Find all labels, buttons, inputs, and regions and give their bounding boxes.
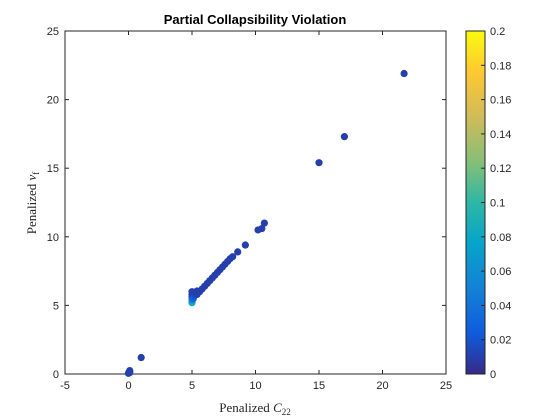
x-tick-label: 25 (440, 380, 452, 392)
colorbar-ticks: 0 0.02 0.04 0.06 0.08 0.1 0.12 0.14 0.16 0.18 0.2 (481, 26, 511, 381)
data-point (340, 133, 348, 141)
x-axis-label-sub: 22 (282, 407, 291, 417)
y-tick-label: 10 (47, 232, 59, 244)
colorbar-tick-label: 0.08 (490, 232, 511, 244)
colorbar-tick-label: 0.18 (490, 60, 511, 72)
x-axis-label: Penalized C22 (219, 400, 290, 417)
x-axis-ticks: -5 0 5 10 15 20 25 (60, 31, 452, 392)
x-tick-label: 5 (189, 380, 195, 392)
data-point (400, 69, 408, 78)
x-tick-label: 15 (313, 380, 325, 392)
chart-title: Partial Collapsibility Violation (164, 12, 347, 27)
data-point (234, 248, 242, 256)
y-tick-label: 15 (47, 163, 59, 175)
data-point (126, 369, 134, 377)
data-point (260, 219, 268, 227)
x-tick-label: -5 (60, 380, 70, 392)
colorbar-tick-label: 0 (490, 369, 496, 381)
colorbar-tick-label: 0.14 (490, 129, 511, 141)
y-tick-label: 5 (53, 300, 59, 312)
colorbar-tick-label: 0.1 (490, 198, 505, 210)
x-tick-label: 0 (125, 380, 131, 392)
y-axis-label: Penalized vf (24, 172, 41, 235)
data-point (315, 159, 323, 167)
data-point (241, 241, 249, 249)
x-axis-label-var: C (273, 400, 282, 415)
plot-area (64, 30, 447, 375)
x-tick-label: 10 (249, 380, 261, 392)
colorbar-tick-label: 0.02 (490, 335, 511, 347)
y-axis-label-text: Penalized (24, 180, 39, 234)
y-axis-label-var: v (24, 174, 39, 180)
data-points (124, 69, 408, 377)
x-tick-label: 20 (376, 380, 388, 392)
colorbar-tick-label: 0.16 (490, 95, 511, 107)
data-point (229, 253, 237, 261)
y-axis-label-sub: f (31, 172, 41, 175)
x-axis-label-text: Penalized (219, 400, 273, 415)
data-point (258, 224, 266, 233)
y-axis-ticks: 0 5 10 15 20 25 (47, 26, 446, 381)
data-point (137, 353, 145, 362)
y-tick-label: 0 (53, 369, 59, 381)
y-tick-label: 25 (47, 26, 59, 38)
colorbar-tick-label: 0.06 (490, 266, 511, 278)
colorbar-tick-label: 0.04 (490, 300, 511, 312)
colorbar-tick-label: 0.12 (490, 163, 511, 175)
colorbar-tick-label: 0.2 (490, 26, 505, 38)
y-tick-label: 20 (47, 95, 59, 107)
